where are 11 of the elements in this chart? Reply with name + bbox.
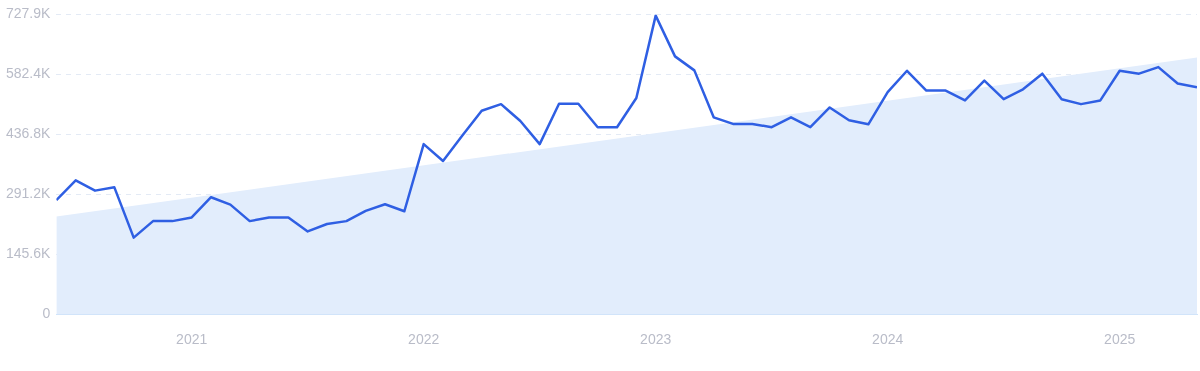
y-tick-label: 727.9K [6, 5, 52, 22]
y-tick-label: 0 [42, 305, 51, 322]
x-tick-label: 2022 [408, 331, 440, 348]
y-tick-label: 436.8K [6, 125, 52, 142]
y-tick-label: 145.6K [6, 245, 52, 262]
y-tick-label: 582.4K [6, 65, 52, 82]
y-tick-label: 291.2K [6, 185, 52, 202]
x-tick-label: 2025 [1104, 331, 1136, 348]
x-tick-label: 2021 [176, 331, 208, 348]
x-tick-label: 2024 [872, 331, 904, 348]
x-tick-label: 2023 [640, 331, 672, 348]
